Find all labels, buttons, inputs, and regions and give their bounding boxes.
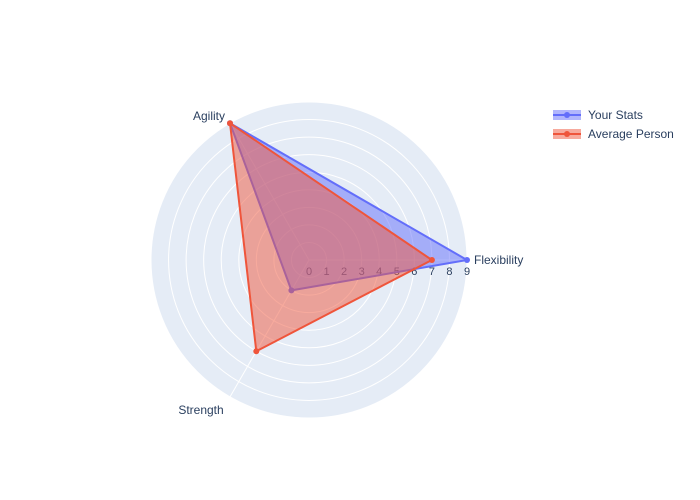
legend-label-average-person: Average Person [588, 127, 674, 141]
legend-item-your-stats[interactable]: Your Stats [553, 108, 643, 122]
series-average-person [227, 120, 435, 355]
angular-axis-labels: Flexibility Agility Strength [178, 109, 523, 417]
point-average-person-flexibility[interactable] [428, 257, 435, 263]
legend: Your Stats Average Person [553, 108, 674, 141]
legend-marker-average-person [564, 131, 570, 137]
axis-label-flexibility: Flexibility [474, 253, 523, 267]
radial-tick-label: 6 [411, 266, 417, 278]
series-area-average-person [229, 122, 433, 353]
radial-tick-label: 9 [464, 266, 470, 278]
point-average-person-agility[interactable] [227, 120, 233, 127]
legend-label-your-stats: Your Stats [588, 108, 643, 122]
radial-tick-label: 7 [429, 266, 435, 278]
legend-item-average-person[interactable]: Average Person [553, 127, 674, 141]
radial-tick-label: 8 [446, 266, 452, 278]
legend-marker-your-stats [564, 112, 570, 118]
axis-label-strength: Strength [178, 403, 223, 417]
point-average-person-strength[interactable] [253, 348, 260, 355]
point-your-stats-flexibility[interactable] [464, 257, 470, 263]
axis-label-agility: Agility [193, 109, 225, 123]
series-layer [227, 120, 470, 355]
